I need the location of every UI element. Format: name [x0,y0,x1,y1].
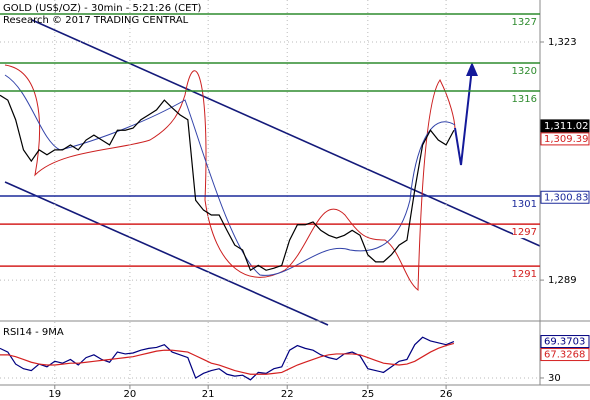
x-tick-label: 22 [281,389,294,400]
level-label-bg [513,65,539,78]
price-marker [540,190,590,204]
level-label-bg [513,268,539,281]
level-label: 1297 [512,227,537,238]
price-marker-label: 69.3703 [544,337,585,348]
plot-layer [0,0,540,385]
price-marker [540,119,590,133]
level-label: 1316 [512,94,537,105]
level-label-bg [513,226,539,239]
price-marker [540,348,590,362]
series-line [0,342,455,375]
forecast-arrow-head [466,62,478,76]
forecast-arrow [454,67,473,166]
series-line [0,94,455,272]
price-marker-label: 1,311.02 [544,121,589,132]
price-marker [540,132,590,146]
level-label-bg [513,16,539,29]
level-label: 1327 [512,17,537,28]
price-marker-label: 1,309.39 [544,134,589,145]
level-label: 1320 [512,66,537,77]
rsi-title: RSI14 - 9MA [3,327,64,338]
x-tick-label: 20 [124,389,137,400]
chart-subtitle: Research © 2017 TRADING CENTRAL [3,15,189,26]
x-tick-label: 26 [440,389,453,400]
x-tick-label: 21 [202,389,215,400]
x-tick-label: 25 [361,389,374,400]
trend-channel-upper [31,19,541,247]
y-tick-label: 30 [548,373,561,384]
chart-title: GOLD (US$/OZ) - 30min - 5:21:26 (CET) [3,3,202,14]
x-tick-label: 19 [48,389,61,400]
bollinger-band [4,64,456,291]
level-label-bg [513,198,539,211]
y-tick-label: 1,289 [548,275,577,286]
level-label: 1301 [512,199,537,210]
price-marker-label: 67.3268 [544,350,585,361]
price-marker [540,335,590,349]
y-tick-label: 1,323 [548,37,577,48]
level-label: 1291 [512,269,537,280]
price-marker-label: 1,300.83 [544,192,589,203]
trend-channel-lower [4,181,329,326]
level-label-bg [513,93,539,106]
